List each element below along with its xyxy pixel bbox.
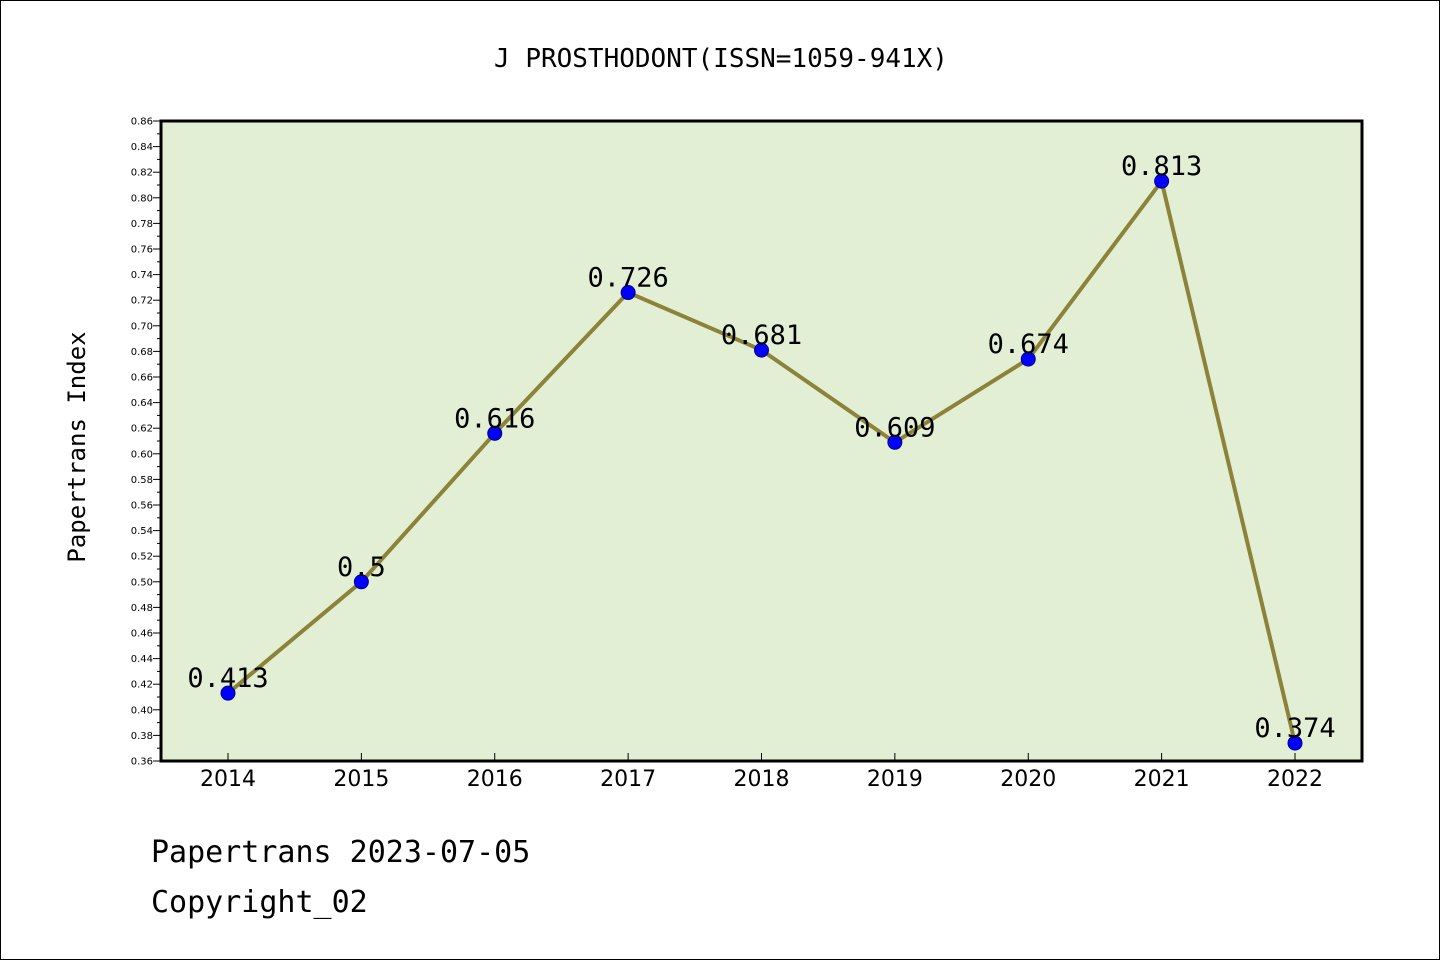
- y-tick-label: 0.54: [131, 526, 153, 537]
- y-tick-label: 0.70: [131, 321, 153, 332]
- y-axis-label: Papertrans Index: [63, 331, 91, 562]
- data-point: [1020, 351, 1036, 367]
- y-tick-label: 0.62: [131, 424, 153, 435]
- x-axis-ticks: 2014 2015 2016 2017 2018 2019 2020 2021 2022: [200, 753, 1323, 792]
- y-tick-label: 0.44: [131, 654, 153, 665]
- y-tick-label: 0.56: [131, 501, 153, 512]
- y-tick-label: 0.78: [131, 219, 153, 230]
- y-tick-label: 0.52: [131, 552, 153, 563]
- data-point: [487, 425, 503, 441]
- y-tick-label: 0.38: [131, 731, 153, 742]
- y-tick-label: 0.76: [131, 245, 153, 256]
- y-tick-label: 0.80: [131, 193, 153, 204]
- y-tick-label: 0.64: [131, 398, 153, 409]
- data-label: 0.609: [854, 412, 935, 443]
- y-axis-ticks: 0.36 0.38 0.40 0.42 0.44 0.46 0.48 0.50 0.52 0.54…: [131, 117, 161, 768]
- data-labels: 0.413 0.5 0.616 0.726 0.681 0.609 0.674 0.813 0.…: [187, 151, 1335, 744]
- footer-copyright: Copyright_02: [151, 885, 368, 920]
- x-tick-label: 2014: [200, 767, 256, 792]
- y-tick-label: 0.40: [131, 705, 153, 716]
- data-point: [1287, 735, 1303, 751]
- y-tick-label: 0.50: [131, 577, 153, 588]
- y-tick-label: 0.42: [131, 680, 153, 691]
- y-tick-label: 0.72: [131, 296, 153, 307]
- data-label: 0.616: [454, 403, 535, 434]
- x-tick-label: 2018: [734, 767, 790, 792]
- y-tick-label: 0.68: [131, 347, 153, 358]
- x-tick-label: 2022: [1267, 767, 1323, 792]
- y-tick-label: 0.82: [131, 168, 153, 179]
- data-point: [220, 685, 236, 701]
- data-label: 0.813: [1121, 151, 1202, 182]
- data-label: 0.413: [187, 663, 268, 694]
- data-point: [620, 285, 636, 301]
- x-tick-label: 2015: [333, 767, 389, 792]
- data-label: 0.374: [1254, 713, 1335, 744]
- y-tick-label: 0.58: [131, 475, 153, 486]
- chart-title: J PROSTHODONT(ISSN=1059-941X): [494, 44, 948, 74]
- data-label: 0.726: [587, 263, 668, 294]
- y-tick-label: 0.48: [131, 603, 153, 614]
- x-tick-label: 2016: [467, 767, 523, 792]
- x-tick-label: 2020: [1000, 767, 1056, 792]
- data-point: [754, 342, 769, 358]
- plot-border: [159, 119, 1364, 763]
- data-label: 0.674: [988, 329, 1069, 360]
- y-tick-label: 0.86: [131, 117, 153, 128]
- y-tick-label: 0.74: [131, 270, 153, 281]
- data-label: 0.5: [337, 552, 386, 583]
- data-point: [887, 434, 903, 450]
- x-tick-label: 2021: [1134, 767, 1190, 792]
- data-point: [353, 574, 369, 590]
- y-tick-label: 0.66: [131, 373, 153, 384]
- footer-date: Papertrans 2023-07-05: [151, 835, 531, 870]
- x-tick-label: 2017: [600, 767, 656, 792]
- y-tick-label: 0.84: [131, 142, 153, 153]
- data-markers: [220, 173, 1303, 751]
- y-tick-label: 0.46: [131, 629, 153, 640]
- y-tick-label: 0.36: [131, 757, 153, 768]
- x-tick-label: 2019: [867, 767, 923, 792]
- data-point: [1154, 173, 1170, 189]
- y-tick-label: 0.60: [131, 449, 153, 460]
- plot-area: [161, 121, 1362, 761]
- data-label: 0.681: [721, 320, 802, 351]
